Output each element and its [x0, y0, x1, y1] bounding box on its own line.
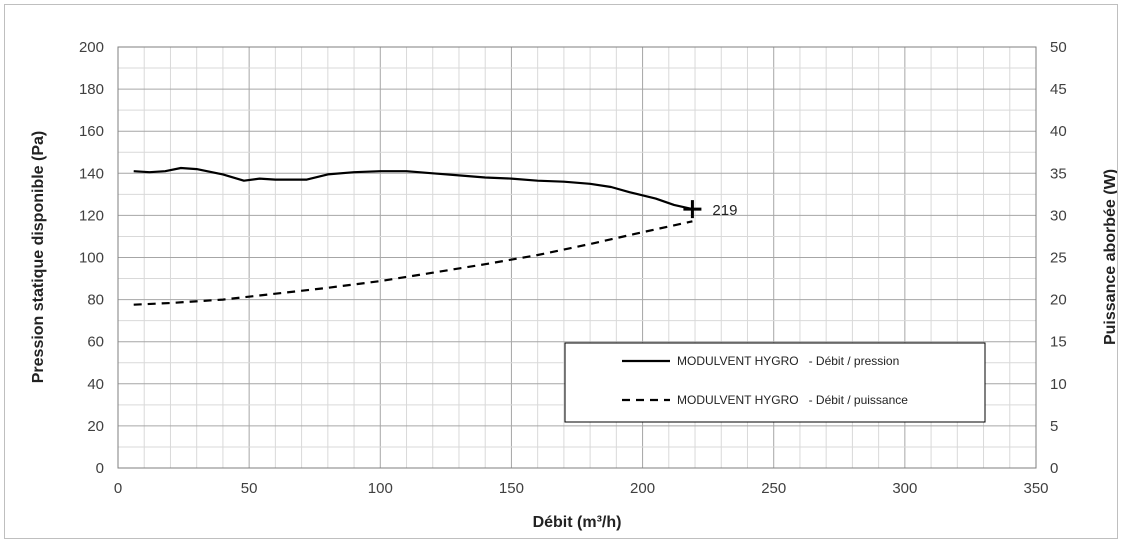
x-tick-label: 350 [1023, 480, 1048, 497]
legend-label-puissance: MODULVENT HYGRO - Débit / puissance [677, 393, 908, 407]
end-point-label: 219 [712, 202, 737, 219]
x-tick-label: 300 [892, 480, 917, 497]
y-tick-label: 100 [79, 250, 104, 267]
y-tick-label: 20 [87, 418, 104, 435]
y-tick-label: 40 [87, 376, 104, 393]
y-tick-label: 160 [79, 123, 104, 140]
y-tick-label: 60 [87, 334, 104, 351]
y2-tick-label: 10 [1050, 376, 1067, 393]
series-line-pression [133, 166, 693, 211]
x-axis-ticks: 0 50 100 150 200 250 300 350 [114, 480, 1049, 497]
y2-tick-label: 35 [1050, 165, 1067, 182]
performance-chart: 0 50 100 150 200 250 300 350 020406080100120140… [30, 39, 1117, 531]
end-point-marker [683, 200, 702, 219]
y-tick-label: 80 [87, 292, 104, 309]
x-axis-title: Débit (m³/h) [533, 514, 622, 531]
y-tick-label: 140 [79, 165, 104, 182]
y-tick-label: 200 [79, 39, 104, 56]
y2-tick-label: 0 [1050, 460, 1058, 477]
y2-tick-label: 45 [1050, 81, 1067, 98]
plot-area-border [117, 46, 1037, 469]
chart-frame: 0 50 100 150 200 250 300 350 0 20 40 60 80 100 120 140… [4, 4, 1118, 539]
series-line-puissance [133, 220, 693, 306]
x-tick-label: 0 [114, 480, 122, 497]
y-axis-title: Pression statique disponible (Pa) [30, 131, 47, 384]
y-tick-label: 0 [96, 460, 104, 477]
y2-tick-label: 20 [1050, 292, 1067, 309]
y2-axis-title: Puissance aborbée (W) [1102, 169, 1117, 345]
y-tick-label: 180 [79, 81, 104, 98]
y-axis-ticks: 0 20 40 60 80 100 120 140 160 180 200 [79, 39, 104, 477]
legend-label-pression: MODULVENT HYGRO - Débit / pression [677, 354, 899, 368]
legend: MODULVENT HYGRO - Débit / pression MODUL… [564, 342, 986, 423]
y2-tick-label: 25 [1050, 250, 1067, 267]
y2-axis-ticks: 0 5 10 15 20 25 30 35 40 45 50 [1050, 39, 1067, 477]
x-tick-label: 250 [761, 480, 786, 497]
legend-box [564, 342, 986, 423]
y2-tick-label: 15 [1050, 334, 1067, 351]
series-layer: 219 [133, 166, 737, 306]
x-tick-label: 100 [368, 480, 393, 497]
x-tick-label: 150 [499, 480, 524, 497]
x-tick-label: 50 [241, 480, 258, 497]
y2-tick-label: 30 [1050, 207, 1067, 224]
y-tick-label: 120 [79, 207, 104, 224]
x-tick-label: 200 [630, 480, 655, 497]
y2-tick-label: 50 [1050, 39, 1067, 56]
y2-tick-label: 40 [1050, 123, 1067, 140]
y2-tick-label: 5 [1050, 418, 1058, 435]
